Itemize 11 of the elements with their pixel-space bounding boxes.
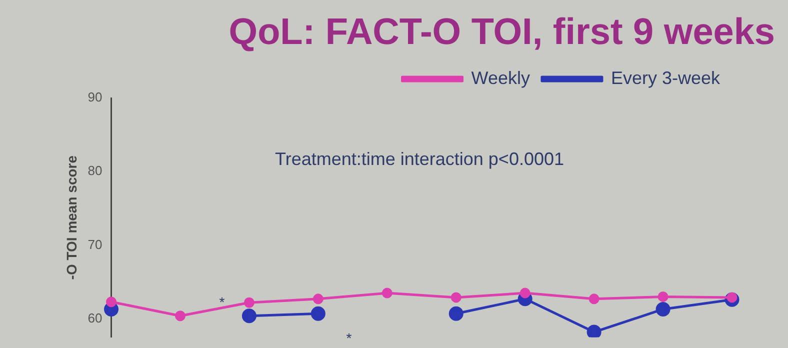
legend-label: Every 3-week: [610, 68, 721, 88]
annotation: *: [346, 330, 352, 346]
annotation: *: [219, 294, 226, 310]
y-tick-label: 80: [88, 163, 102, 178]
legend-label: Weekly: [471, 68, 530, 88]
chart-title: QoL: FACT-O TOI, first 9 weeks: [228, 11, 775, 52]
y-tick-label: 90: [88, 90, 102, 105]
y-tick-label: 70: [88, 236, 102, 252]
y-tick-label: 60: [88, 310, 102, 326]
annotation: Treatment:time interaction p<0.0001: [275, 148, 564, 169]
y-axis-title: -O TOI mean score: [63, 155, 80, 280]
